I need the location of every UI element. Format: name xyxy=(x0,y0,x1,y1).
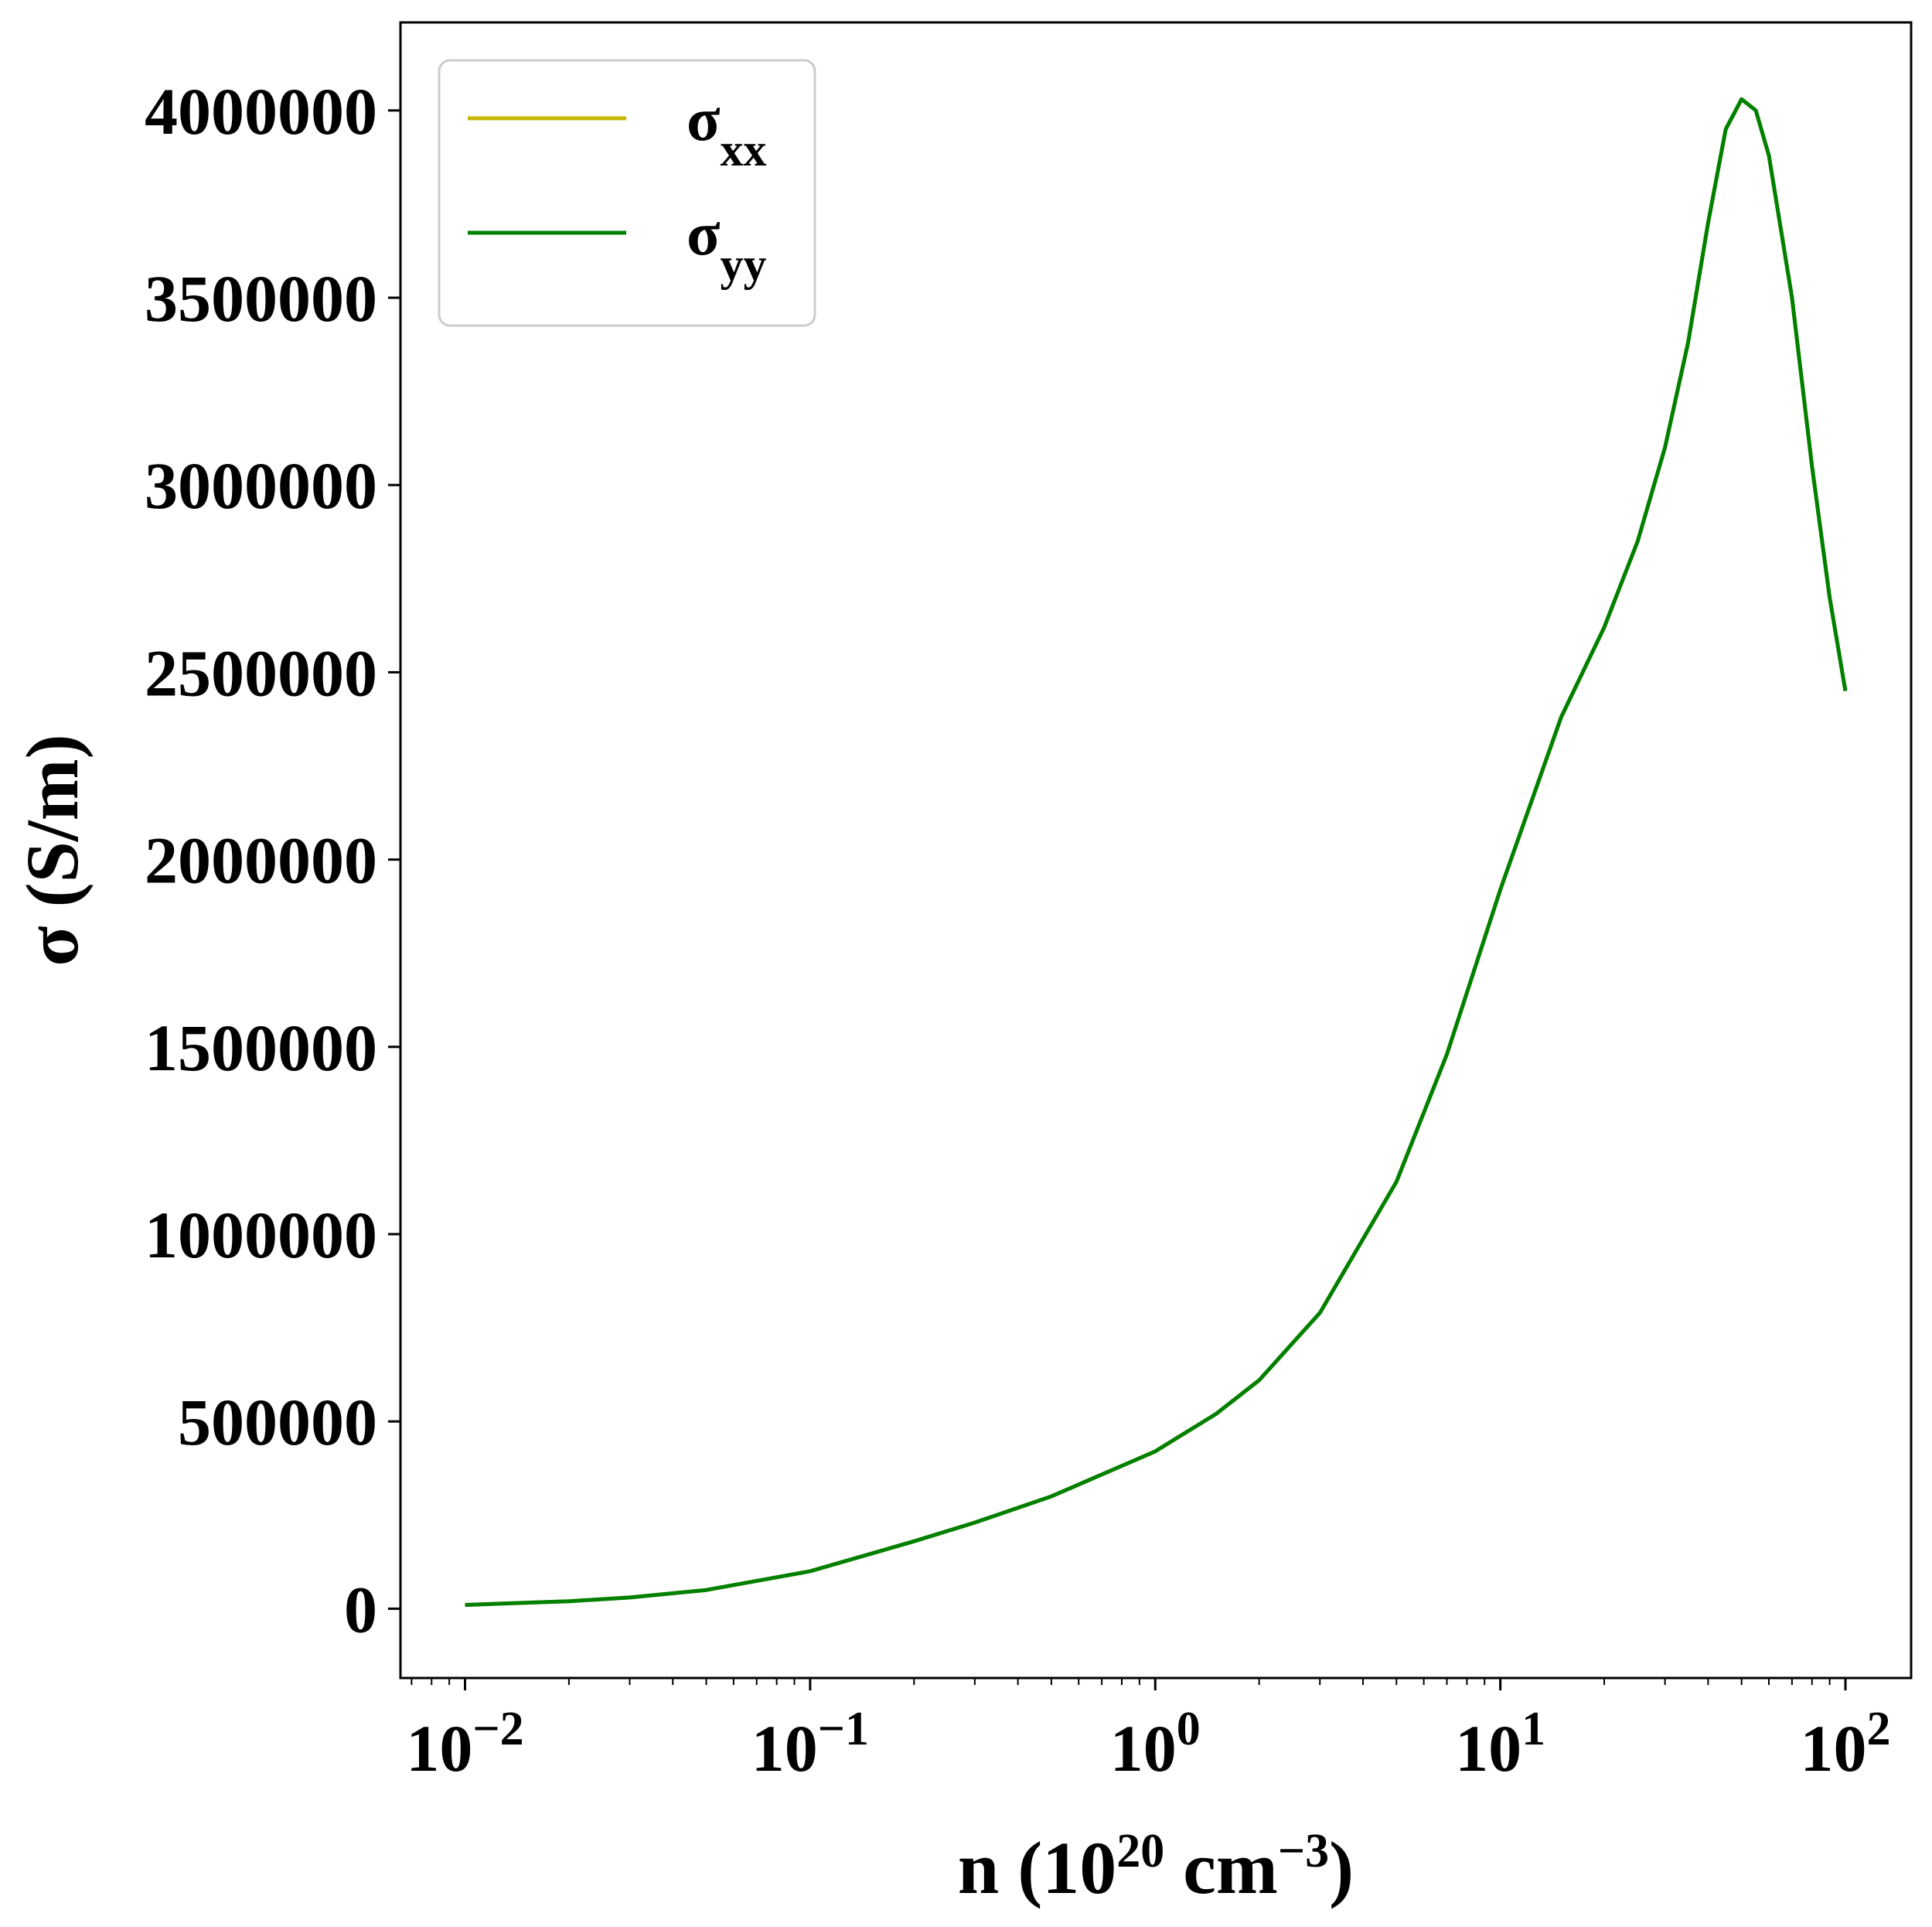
x-tick-label: 100 xyxy=(1110,1703,1201,1785)
y-axis-label: σ (S/m) xyxy=(11,734,94,966)
plot-area xyxy=(465,97,1848,1607)
y-tick-label: 4000000 xyxy=(145,74,377,148)
x-axis-label: n (1020 cm−3) xyxy=(958,1825,1354,1909)
legend-label-xx: σxx xyxy=(687,86,767,176)
x-axis: 10−2 10−1 100 101 102 xyxy=(406,1678,1891,1785)
y-tick-label: 1500000 xyxy=(145,1011,377,1085)
legend-box xyxy=(438,59,816,327)
y-tick-label: 1000000 xyxy=(145,1198,377,1272)
y-tick-label: 3500000 xyxy=(145,261,377,336)
y-tick-label: 2000000 xyxy=(145,824,377,898)
series-line-yy xyxy=(465,97,1848,1607)
y-tick-label: 500000 xyxy=(178,1385,377,1459)
y-tick-label: 0 xyxy=(344,1572,377,1646)
x-tick-label: 102 xyxy=(1801,1703,1891,1785)
legend: σxx σyy xyxy=(438,59,816,327)
legend-label-yy: σyy xyxy=(687,200,767,290)
x-tick-label: 101 xyxy=(1455,1703,1545,1785)
x-tick-label: 10−2 xyxy=(406,1703,523,1785)
y-tick-label: 2500000 xyxy=(145,636,377,710)
y-tick-label: 3000000 xyxy=(145,448,377,523)
x-tick-label: 10−1 xyxy=(751,1703,869,1785)
y-axis: 0 500000 1000000 1500000 2000000 2500000 30000… xyxy=(145,74,400,1646)
